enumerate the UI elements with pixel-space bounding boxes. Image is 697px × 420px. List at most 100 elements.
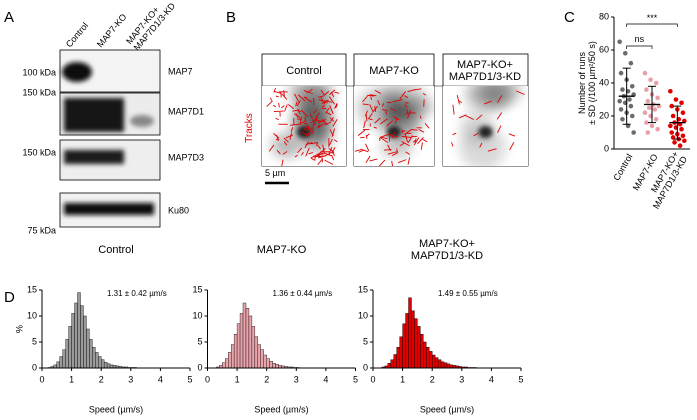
- cell-signal: [466, 86, 507, 111]
- track: [377, 100, 381, 106]
- track: [310, 153, 320, 159]
- track: [303, 125, 309, 130]
- protein-label: Ku80: [168, 205, 189, 215]
- scale-label: 5 µm: [265, 168, 285, 178]
- track: [417, 136, 424, 145]
- track: [410, 129, 418, 131]
- band: [64, 98, 124, 132]
- track: [325, 107, 330, 114]
- data-point: [618, 70, 624, 76]
- data-point: [617, 98, 622, 104]
- x-tick-label: 4: [323, 374, 328, 384]
- y-axis-label: Number of runs± SD (/100 µm²/50 s): [577, 41, 597, 125]
- panel-label: A: [4, 9, 14, 26]
- y-tick-label: 5: [197, 336, 202, 346]
- track: [332, 119, 338, 127]
- track: [303, 96, 308, 99]
- histogram-bar: [62, 349, 66, 369]
- histogram-bar: [95, 352, 99, 369]
- histogram-bar: [248, 315, 253, 369]
- track: [369, 104, 374, 112]
- track: [317, 158, 323, 166]
- track: [357, 129, 366, 136]
- histogram-bar: [228, 352, 232, 369]
- track: [390, 107, 396, 112]
- data-point: [672, 140, 677, 145]
- track: [290, 123, 300, 126]
- histogram-bar: [225, 358, 229, 369]
- nucleus: [478, 126, 493, 138]
- x-tick-label: 4: [158, 374, 163, 384]
- data-point: [679, 126, 684, 132]
- annotation: 1.36 ± 0.44 µm/s: [273, 289, 333, 298]
- histogram-bar: [396, 347, 400, 369]
- track: [324, 90, 330, 96]
- track: [412, 140, 416, 143]
- histogram-bar: [387, 363, 391, 369]
- x-tick-label: 2: [264, 374, 269, 384]
- y-tick-label: 20: [599, 110, 609, 120]
- track: [407, 157, 411, 165]
- track: [316, 142, 319, 146]
- track: [378, 159, 386, 166]
- track: [333, 139, 338, 143]
- lane-label: MAP7-KO: [95, 12, 129, 49]
- track: [318, 147, 326, 156]
- track: [479, 142, 483, 148]
- protein-label: MAP7D3: [168, 152, 204, 162]
- track: [331, 155, 335, 161]
- histogram-bar: [68, 326, 72, 369]
- track: [276, 134, 279, 141]
- track: [456, 95, 460, 105]
- histogram-bar: [426, 347, 430, 369]
- data-point: [653, 80, 659, 86]
- track: [483, 100, 492, 105]
- track: [365, 143, 370, 152]
- histogram-bar: [80, 305, 84, 369]
- track: [358, 149, 365, 153]
- track: [317, 119, 326, 124]
- histogram-bar: [443, 362, 448, 369]
- data-point: [653, 117, 659, 122]
- track: [301, 151, 304, 156]
- track: [364, 110, 368, 117]
- data-point: [673, 97, 679, 102]
- annotation: 1.49 ± 0.55 µm/s: [438, 289, 498, 298]
- band: [130, 115, 154, 127]
- track: [368, 113, 373, 119]
- track: [283, 137, 289, 143]
- track: [334, 91, 340, 94]
- x-axis-label: Speed (µm/s): [420, 404, 474, 414]
- marker-label: 75 kDa: [27, 225, 56, 235]
- x-tick-label: 1: [235, 374, 240, 384]
- track: [458, 114, 467, 119]
- track: [284, 104, 288, 112]
- track: [396, 148, 399, 154]
- track: [367, 118, 373, 121]
- cell-signal: [380, 136, 413, 158]
- histogram-bar: [393, 354, 397, 369]
- y-tick-label: 40: [599, 77, 609, 87]
- marker-label: 150 kDa: [22, 87, 56, 97]
- track: [369, 158, 378, 162]
- histogram-bar: [420, 334, 424, 369]
- histogram-bar: [399, 336, 403, 369]
- chart-title: MAP7-KO: [257, 244, 307, 256]
- track: [496, 112, 503, 120]
- histogram-bar: [440, 361, 445, 369]
- image-title: MAP7-KO+ MAP7D1/3-KD: [449, 59, 521, 83]
- track: [372, 105, 378, 113]
- track: [328, 96, 336, 105]
- track: [313, 116, 318, 127]
- histogram-bar: [86, 328, 90, 369]
- y-tick-label: 5: [32, 336, 37, 346]
- track: [451, 142, 454, 147]
- track: [315, 154, 320, 158]
- histogram-bar: [390, 359, 394, 369]
- y-tick-label: 60: [599, 44, 609, 54]
- histogram-bar: [429, 351, 433, 369]
- track: [315, 112, 321, 118]
- y-tick-label: 0: [604, 143, 609, 153]
- histogram-bar: [263, 354, 267, 369]
- track: [318, 95, 325, 98]
